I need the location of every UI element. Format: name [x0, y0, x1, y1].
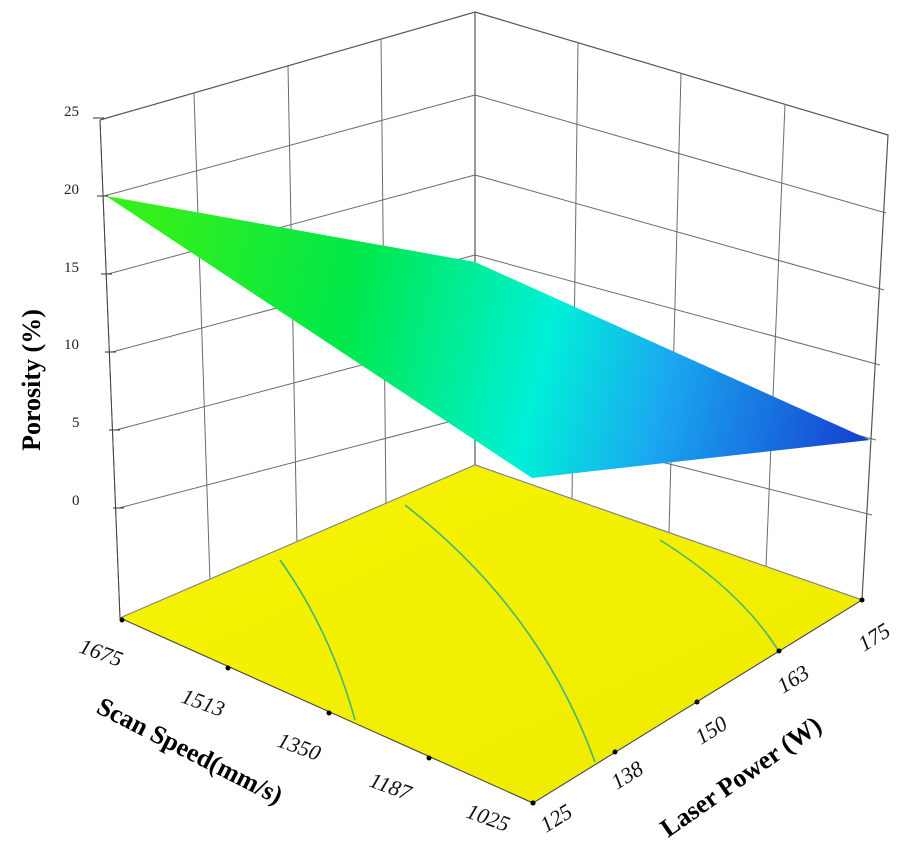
y-tick-label: 150 — [690, 711, 731, 750]
x-tick-label: 1025 — [463, 798, 513, 837]
y-axis-title: Laser Power (W) — [655, 710, 827, 843]
z-tick-label: 20 — [64, 182, 79, 198]
z-tick-marks — [93, 117, 124, 509]
z-tick-label: 5 — [72, 415, 80, 431]
z-tick-label: 10 — [64, 337, 79, 353]
x-tick-label: 1675 — [76, 633, 126, 672]
y-tick-label: 125 — [535, 799, 576, 838]
y-tick-label: 175 — [853, 618, 894, 657]
contour-line — [659, 539, 779, 651]
response-surface — [106, 196, 870, 478]
z-axis-title: Porosity (%) — [17, 309, 46, 451]
x-tick-label: 1513 — [178, 683, 228, 722]
y-tick-label: 163 — [772, 660, 813, 699]
z-axis: 25 20 15 10 5 0 Porosity (%) — [17, 104, 124, 619]
contour-line — [279, 559, 356, 721]
z-tick-label: 15 — [64, 260, 79, 276]
z-tick-label: 25 — [64, 104, 79, 120]
y-tick-label: 138 — [606, 756, 647, 795]
x-tick-label: 1187 — [366, 767, 415, 805]
contour-line — [404, 504, 596, 763]
z-tick-label: 0 — [72, 493, 80, 509]
x-tick-label: 1350 — [274, 727, 324, 766]
